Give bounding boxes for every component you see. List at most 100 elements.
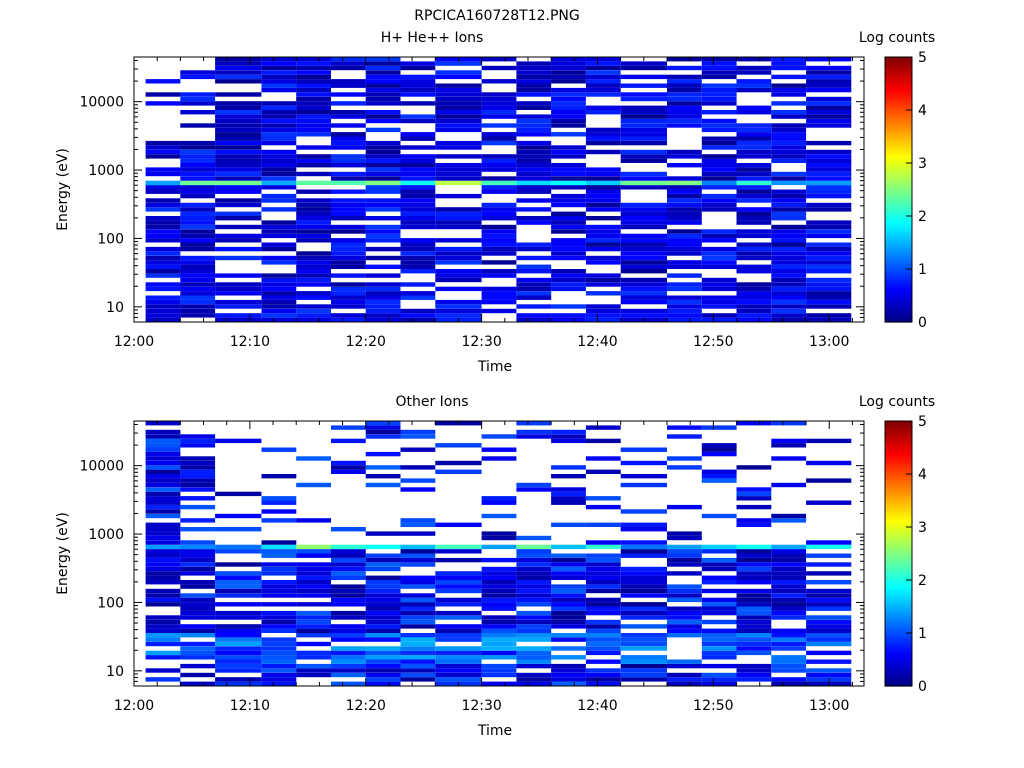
heatmap-cell xyxy=(331,264,366,269)
heatmap-cell xyxy=(701,163,737,168)
colorbar-segment xyxy=(885,463,912,467)
heatmap-cell xyxy=(296,624,331,629)
heatmap-cell xyxy=(365,482,401,488)
heatmap-cell xyxy=(145,313,181,318)
heatmap-cell xyxy=(331,163,366,168)
heatmap-cell xyxy=(551,606,586,611)
heatmap-cell xyxy=(296,633,331,638)
colorbar-segment xyxy=(885,178,912,183)
heatmap-cell xyxy=(806,171,852,177)
colorbar-segment xyxy=(885,229,912,233)
heatmap-cell xyxy=(331,615,366,620)
colorbar-segment xyxy=(885,165,912,169)
heatmap-cell xyxy=(296,553,331,558)
heatmap-cell xyxy=(145,269,181,274)
heatmap-cell xyxy=(215,105,262,110)
heatmap-cell xyxy=(331,79,366,84)
heatmap-cell xyxy=(435,118,482,124)
heatmap-cell xyxy=(215,282,262,287)
heatmap-cell xyxy=(215,628,262,633)
heatmap-cell xyxy=(736,180,772,186)
heatmap-cell xyxy=(516,434,552,439)
heatmap-cell xyxy=(516,562,552,567)
heatmap-cell xyxy=(736,176,772,181)
heatmap-cell xyxy=(806,220,852,225)
heatmap-cell xyxy=(180,628,216,633)
heatmap-cell xyxy=(481,163,517,168)
heatmap-cell xyxy=(365,158,401,163)
heatmap-cell xyxy=(215,299,262,305)
heatmap-cell xyxy=(331,593,366,598)
heatmap-cell xyxy=(585,260,621,265)
heatmap-cell xyxy=(736,650,772,656)
heatmap-cell xyxy=(215,593,262,598)
heatmap-cell xyxy=(435,469,482,474)
heatmap-cell xyxy=(771,110,807,115)
colorbar-segment xyxy=(885,189,912,193)
colorbar-segment xyxy=(885,250,912,254)
heatmap-cell xyxy=(516,672,552,678)
x-tick-label: 12:10 xyxy=(230,698,270,714)
heatmap-cell xyxy=(585,624,621,629)
heatmap-cell xyxy=(701,295,737,300)
heatmap-cell xyxy=(701,633,737,638)
heatmap-cell xyxy=(481,668,517,673)
heatmap-cell xyxy=(365,562,401,567)
heatmap-cell xyxy=(516,286,552,292)
heatmap-cell xyxy=(736,544,772,550)
colorbar-segment xyxy=(885,595,912,600)
heatmap-cell xyxy=(667,549,702,554)
colorbar-segment xyxy=(885,654,912,658)
heatmap-cell xyxy=(806,233,852,239)
heatmap-cell xyxy=(215,132,262,137)
heatmap-cell xyxy=(806,478,852,483)
x-tick-label: 12:20 xyxy=(346,698,386,714)
heatmap-cell xyxy=(331,202,366,208)
heatmap-cell xyxy=(806,105,852,110)
heatmap-cell xyxy=(296,127,331,133)
heatmap-cell xyxy=(331,571,366,576)
heatmap-cell xyxy=(435,220,482,225)
heatmap-cell xyxy=(736,597,772,603)
heatmap-cell xyxy=(771,438,807,444)
heatmap-cell xyxy=(516,264,552,269)
heatmap-cell xyxy=(585,681,621,686)
heatmap-cell xyxy=(296,562,331,567)
colorbar-segment xyxy=(885,64,912,69)
heatmap-cell xyxy=(435,624,482,629)
colorbar-segment xyxy=(885,442,912,446)
colorbar-segment xyxy=(885,59,912,63)
heatmap-cell xyxy=(551,101,586,106)
heatmap-cell xyxy=(145,593,181,598)
colorbar-segment xyxy=(885,292,912,297)
heatmap-cell xyxy=(701,180,737,186)
heatmap-cell xyxy=(400,655,436,660)
heatmap-cell xyxy=(365,672,401,678)
heatmap-cell xyxy=(145,154,181,159)
heatmap-cell xyxy=(620,105,667,110)
heatmap-cell xyxy=(620,211,667,216)
heatmap-cell xyxy=(771,421,807,426)
heatmap-cell xyxy=(296,238,331,243)
heatmap-cell xyxy=(180,672,216,678)
heatmap-cell xyxy=(806,615,852,620)
heatmap-cell xyxy=(296,251,331,256)
heatmap-cell xyxy=(296,575,331,580)
heatmap-cell xyxy=(771,637,807,642)
heatmap-cell xyxy=(215,185,262,190)
heatmap-cell xyxy=(331,650,366,656)
heatmap-cell xyxy=(806,110,852,115)
heatmap-cell xyxy=(261,224,297,230)
heatmap-cell xyxy=(806,149,852,155)
heatmap-cell xyxy=(620,646,667,651)
heatmap-cell xyxy=(435,110,482,115)
heatmap-cell xyxy=(400,602,436,607)
colorbar-segment xyxy=(885,585,912,589)
colorbar-segment xyxy=(885,237,912,241)
heatmap-cell xyxy=(365,273,401,278)
heatmap-cell xyxy=(400,220,436,225)
heatmap-cell xyxy=(261,140,297,146)
heatmap-cell xyxy=(180,260,216,265)
heatmap-cell xyxy=(365,291,401,296)
heatmap-cell xyxy=(701,681,737,686)
